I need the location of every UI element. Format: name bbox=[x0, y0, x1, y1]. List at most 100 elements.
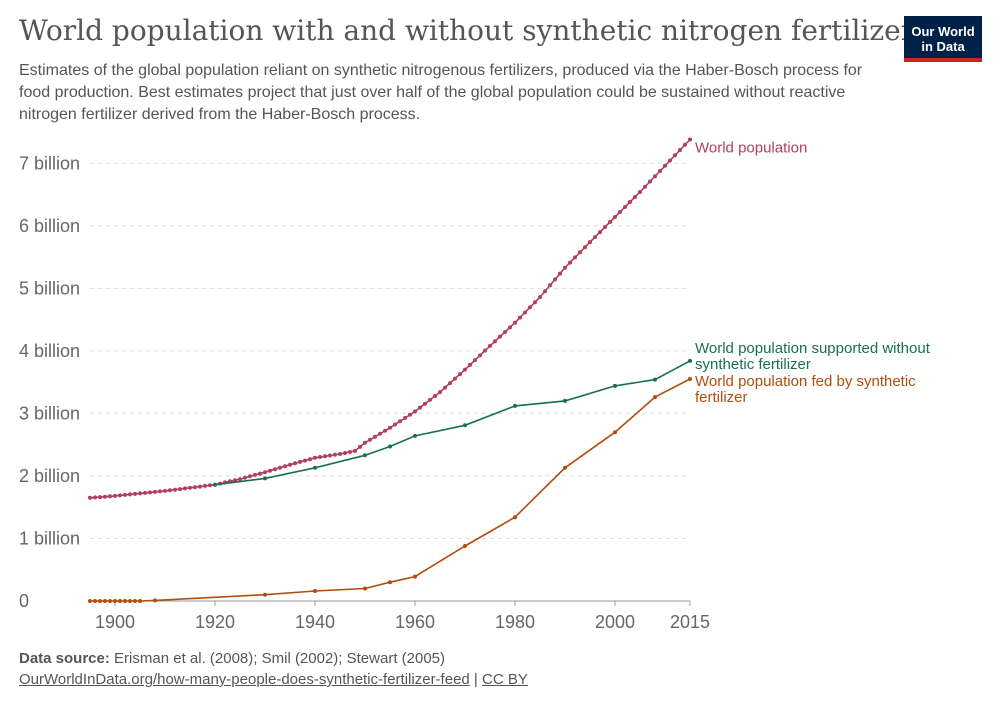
series-point bbox=[388, 580, 392, 585]
series-point bbox=[408, 412, 412, 417]
series-point bbox=[358, 444, 362, 449]
y-tick-label: 3 billion bbox=[19, 403, 80, 423]
series-point bbox=[498, 334, 502, 339]
series-point bbox=[613, 430, 617, 435]
series-point bbox=[283, 464, 287, 469]
series-point bbox=[463, 367, 467, 372]
series-point bbox=[613, 215, 617, 219]
series-point bbox=[363, 586, 367, 591]
line-chart: 0 1 billion 2 billion 3 billion 4 billion 5 b… bbox=[19, 137, 931, 632]
footer-source: Data source: Erisman et al. (2008); Smil… bbox=[19, 650, 445, 667]
series-point bbox=[328, 453, 332, 458]
series-point bbox=[108, 494, 112, 499]
y-tick-label: 2 billion bbox=[19, 466, 80, 486]
series-point bbox=[508, 325, 512, 330]
series-point bbox=[388, 425, 392, 430]
y-tick-label: 0 bbox=[19, 591, 29, 611]
series-point bbox=[163, 488, 167, 493]
series-point bbox=[423, 401, 427, 406]
series-label: fertilizer bbox=[695, 389, 748, 406]
series-point bbox=[208, 483, 212, 488]
series-point bbox=[273, 467, 277, 472]
series-point bbox=[233, 478, 237, 483]
source-url-link[interactable]: OurWorldInData.org/how-many-people-does-… bbox=[19, 671, 470, 688]
series-point bbox=[523, 310, 527, 315]
series-point bbox=[253, 472, 257, 477]
license-link[interactable]: CC BY bbox=[482, 671, 528, 688]
x-tick-label: 1940 bbox=[295, 612, 335, 632]
series-point bbox=[123, 492, 127, 497]
series-point bbox=[518, 315, 522, 320]
series-point bbox=[503, 330, 507, 334]
series-point bbox=[98, 495, 102, 500]
owid-logo[interactable]: Our World in Data bbox=[904, 16, 982, 62]
series-point bbox=[653, 174, 657, 179]
source-text: Erisman et al. (2008); Smil (2002); Stew… bbox=[114, 650, 446, 667]
series-point bbox=[188, 485, 192, 490]
series-point bbox=[313, 465, 317, 470]
series-point bbox=[313, 589, 317, 593]
series-point bbox=[393, 422, 397, 427]
series-point bbox=[138, 491, 142, 496]
series-point bbox=[123, 599, 127, 603]
series-point bbox=[148, 490, 152, 495]
series-point bbox=[348, 450, 352, 454]
series-point bbox=[338, 452, 342, 456]
series-point bbox=[623, 205, 627, 209]
series-point bbox=[138, 599, 142, 603]
series-point bbox=[658, 169, 662, 173]
series-point bbox=[628, 200, 632, 204]
footer-links: OurWorldInData.org/how-many-people-does-… bbox=[19, 671, 528, 688]
x-tick-label: 2015 bbox=[670, 612, 710, 632]
series-point bbox=[298, 459, 302, 464]
series-point bbox=[573, 255, 577, 260]
series-point bbox=[278, 465, 282, 470]
series-point bbox=[653, 377, 657, 382]
series-point bbox=[213, 482, 217, 487]
series-point bbox=[293, 461, 297, 466]
series-point bbox=[413, 409, 417, 414]
series-point bbox=[93, 495, 97, 500]
series-point bbox=[243, 475, 247, 480]
series-point bbox=[673, 153, 677, 158]
chart-subtitle: Estimates of the global population relia… bbox=[19, 62, 863, 123]
logo-line-2: in Data bbox=[921, 39, 965, 54]
series-point bbox=[643, 184, 647, 189]
series-point bbox=[563, 398, 567, 403]
series-line bbox=[89, 138, 691, 499]
series-point bbox=[683, 142, 687, 147]
series-point bbox=[608, 220, 612, 224]
series-point bbox=[158, 489, 162, 494]
series-point bbox=[153, 489, 157, 494]
series-point bbox=[343, 451, 347, 455]
grid-lines bbox=[90, 162, 690, 539]
series-point bbox=[583, 245, 587, 250]
series-line bbox=[214, 360, 691, 486]
series-point bbox=[668, 158, 672, 163]
series-point bbox=[528, 305, 532, 310]
series-point bbox=[433, 394, 437, 398]
series-point bbox=[613, 383, 617, 388]
series-label: World population bbox=[695, 140, 807, 157]
series-point bbox=[133, 599, 137, 603]
series-point bbox=[618, 210, 622, 214]
series-point bbox=[183, 486, 187, 491]
series-point bbox=[653, 395, 657, 400]
series-point bbox=[533, 300, 537, 305]
series-point bbox=[238, 477, 242, 482]
chart-title: World population with and without synthe… bbox=[19, 14, 929, 47]
series-label: World population fed by synthetic bbox=[695, 373, 916, 390]
logo-line-1: Our World bbox=[911, 24, 975, 39]
series-point bbox=[128, 492, 132, 497]
series-point bbox=[678, 148, 682, 152]
series-point bbox=[538, 295, 542, 300]
series-point bbox=[178, 487, 182, 492]
series-point bbox=[458, 372, 462, 377]
series-point bbox=[413, 574, 417, 579]
y-tick-label: 6 billion bbox=[19, 216, 80, 236]
series-point bbox=[543, 289, 547, 294]
series-point bbox=[513, 515, 517, 520]
x-tick-label: 1980 bbox=[495, 612, 535, 632]
series-point bbox=[113, 493, 117, 498]
series-point bbox=[558, 271, 562, 276]
